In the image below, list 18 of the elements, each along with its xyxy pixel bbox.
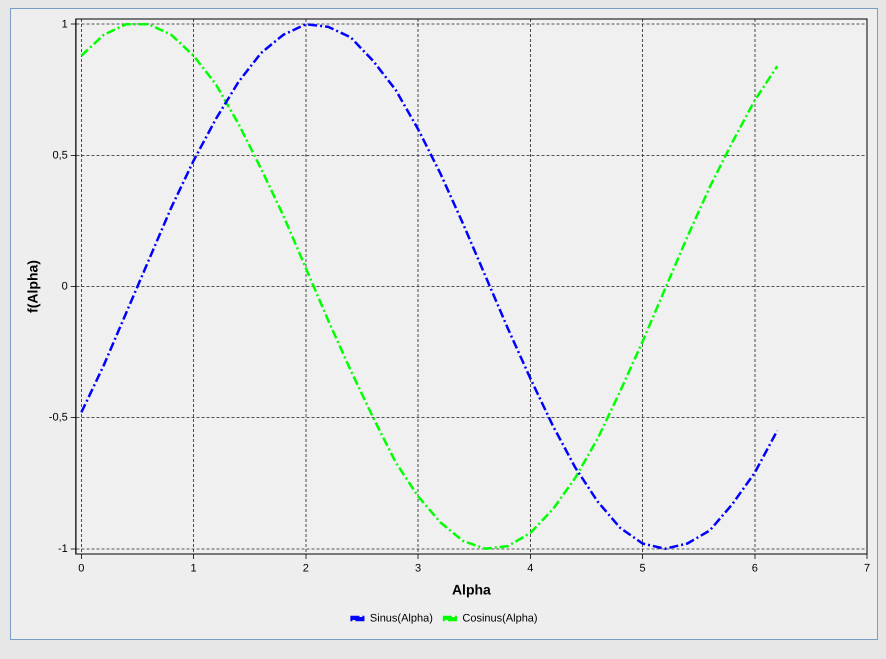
legend-label: Cosinus(Alpha)	[462, 612, 538, 625]
x-tick-label: 1	[190, 562, 197, 575]
x-tick-label: 0	[78, 562, 84, 575]
y-tick-label: 1	[62, 18, 68, 30]
y-axis-title: f(Alpha)	[24, 260, 40, 313]
y-tick-label: -0,5	[48, 412, 68, 424]
x-tick-label: 2	[302, 562, 309, 575]
y-tick-label: -1	[58, 542, 68, 555]
x-tick-label: 3	[415, 562, 422, 575]
x-tick-label: 5	[639, 562, 646, 575]
x-axis-title: Alpha	[452, 581, 492, 598]
y-tick-label: 0	[62, 280, 68, 293]
x-tick-label: 4	[527, 562, 534, 575]
line-series	[80, 22, 778, 550]
y-tick-label: 0,5	[52, 149, 68, 162]
legend-label: Sinus(Alpha)	[370, 612, 433, 625]
x-tick-label: 7	[864, 562, 870, 575]
x-tick-label: 6	[752, 562, 758, 575]
